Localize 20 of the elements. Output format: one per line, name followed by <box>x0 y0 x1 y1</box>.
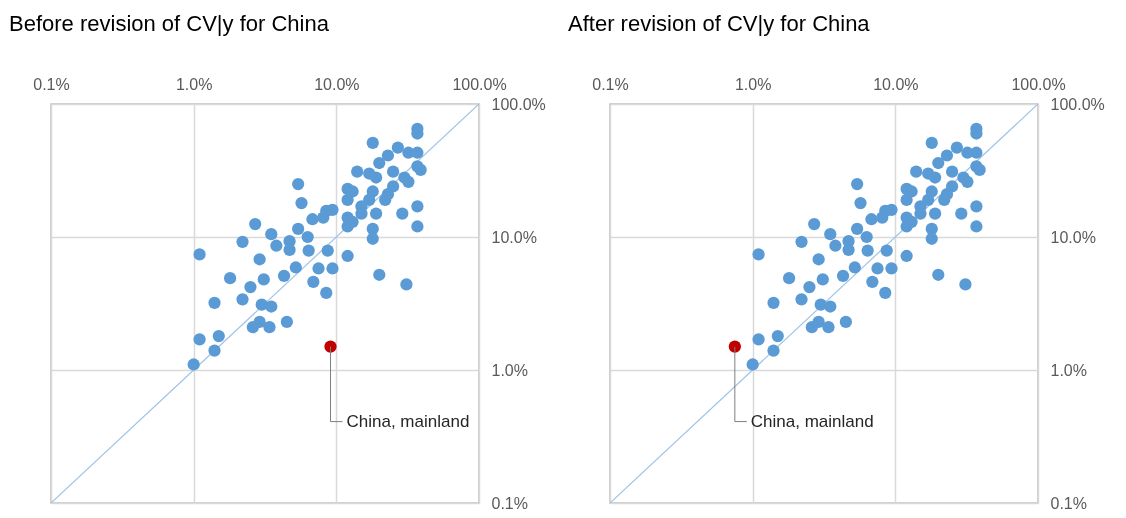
x-tick-label: 100.0% <box>452 75 507 93</box>
x-tick-label: 0.1% <box>33 75 70 93</box>
x-tick-label: 1.0% <box>734 75 772 93</box>
annotation: China, mainland <box>346 411 470 431</box>
chart-title: After revision of CV|y for China <box>568 11 871 36</box>
x-tick-label: 0.1% <box>592 75 629 93</box>
x-tick-label: 10.0% <box>314 75 360 93</box>
x-tick-label: 100.0% <box>1011 75 1066 93</box>
chart-title: Before revision of CV|y for China <box>9 11 330 36</box>
y-tick-label: 10.0% <box>491 228 537 246</box>
x-tick-label: 10.0% <box>873 75 919 93</box>
annotation: China, mainland <box>750 411 874 431</box>
x-tick-label: 1.0% <box>175 75 213 93</box>
y-tick-label: 0.1% <box>491 494 528 512</box>
y-tick-label: 0.1% <box>1050 494 1087 512</box>
y-tick-label: 10.0% <box>1050 228 1096 246</box>
y-tick-label: 1.0% <box>491 361 528 379</box>
y-tick-label: 1.0% <box>1050 361 1087 379</box>
y-tick-label: 100.0% <box>491 95 546 113</box>
y-tick-label: 100.0% <box>1050 95 1105 113</box>
